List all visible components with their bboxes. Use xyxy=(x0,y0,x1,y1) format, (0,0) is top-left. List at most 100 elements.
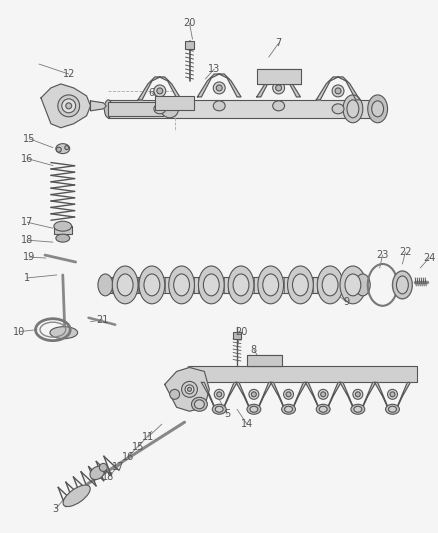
Ellipse shape xyxy=(353,389,363,399)
Polygon shape xyxy=(236,382,272,409)
FancyBboxPatch shape xyxy=(233,332,241,338)
Ellipse shape xyxy=(355,392,360,397)
Ellipse shape xyxy=(396,276,408,294)
Polygon shape xyxy=(257,74,300,97)
Ellipse shape xyxy=(276,85,282,91)
Ellipse shape xyxy=(263,274,279,296)
Text: 6: 6 xyxy=(149,88,155,98)
Polygon shape xyxy=(271,382,306,409)
Ellipse shape xyxy=(214,389,224,399)
Ellipse shape xyxy=(144,274,160,296)
Ellipse shape xyxy=(216,85,222,91)
Polygon shape xyxy=(340,382,376,409)
Ellipse shape xyxy=(355,274,370,296)
Ellipse shape xyxy=(285,406,293,412)
Ellipse shape xyxy=(50,327,78,338)
Text: 8: 8 xyxy=(251,344,257,354)
Ellipse shape xyxy=(283,389,293,399)
Ellipse shape xyxy=(185,385,194,394)
Ellipse shape xyxy=(286,392,291,397)
Ellipse shape xyxy=(351,404,365,414)
Ellipse shape xyxy=(198,266,224,304)
Ellipse shape xyxy=(98,274,113,296)
Text: 22: 22 xyxy=(399,247,412,257)
Text: 5: 5 xyxy=(224,409,230,419)
Text: 17: 17 xyxy=(21,217,33,227)
Ellipse shape xyxy=(372,101,384,117)
Ellipse shape xyxy=(174,274,190,296)
Text: 14: 14 xyxy=(241,419,253,429)
Ellipse shape xyxy=(316,404,330,414)
Polygon shape xyxy=(91,101,106,111)
Text: 23: 23 xyxy=(376,250,389,260)
Ellipse shape xyxy=(62,99,76,113)
Polygon shape xyxy=(316,77,360,100)
Ellipse shape xyxy=(112,266,138,304)
Ellipse shape xyxy=(57,147,61,152)
Polygon shape xyxy=(138,77,182,100)
Ellipse shape xyxy=(354,406,362,412)
Text: 11: 11 xyxy=(142,432,154,442)
Ellipse shape xyxy=(187,387,191,391)
FancyBboxPatch shape xyxy=(155,96,194,110)
Ellipse shape xyxy=(345,274,361,296)
Ellipse shape xyxy=(322,274,338,296)
Ellipse shape xyxy=(385,404,399,414)
Ellipse shape xyxy=(56,144,70,154)
Ellipse shape xyxy=(194,400,205,409)
Text: 13: 13 xyxy=(208,64,220,74)
Ellipse shape xyxy=(250,406,258,412)
Ellipse shape xyxy=(273,101,285,111)
Ellipse shape xyxy=(212,404,226,414)
Ellipse shape xyxy=(340,266,366,304)
FancyBboxPatch shape xyxy=(247,354,282,367)
Ellipse shape xyxy=(368,95,388,123)
FancyBboxPatch shape xyxy=(190,367,417,382)
Text: 19: 19 xyxy=(23,252,35,262)
Ellipse shape xyxy=(203,274,219,296)
Text: 17: 17 xyxy=(112,462,124,472)
Ellipse shape xyxy=(104,100,112,118)
FancyBboxPatch shape xyxy=(54,226,72,234)
Ellipse shape xyxy=(65,146,69,150)
FancyBboxPatch shape xyxy=(257,69,301,84)
Text: 9: 9 xyxy=(343,297,349,307)
Text: 16: 16 xyxy=(21,154,33,164)
Ellipse shape xyxy=(335,88,341,94)
Ellipse shape xyxy=(319,406,327,412)
Ellipse shape xyxy=(388,389,397,399)
FancyBboxPatch shape xyxy=(184,41,194,49)
Ellipse shape xyxy=(191,397,207,411)
Ellipse shape xyxy=(228,266,254,304)
Ellipse shape xyxy=(154,104,166,114)
Ellipse shape xyxy=(217,392,222,397)
Ellipse shape xyxy=(161,100,179,118)
Ellipse shape xyxy=(282,404,296,414)
Polygon shape xyxy=(305,382,341,409)
Ellipse shape xyxy=(247,404,261,414)
Text: 10: 10 xyxy=(13,327,25,337)
FancyBboxPatch shape xyxy=(108,102,163,116)
Ellipse shape xyxy=(332,85,344,97)
Ellipse shape xyxy=(56,234,70,242)
Ellipse shape xyxy=(392,271,412,299)
Text: 18: 18 xyxy=(21,235,33,245)
Ellipse shape xyxy=(154,85,166,97)
Ellipse shape xyxy=(182,382,198,397)
Ellipse shape xyxy=(249,389,259,399)
Ellipse shape xyxy=(215,406,223,412)
Ellipse shape xyxy=(233,274,249,296)
Text: 24: 24 xyxy=(423,253,435,263)
Ellipse shape xyxy=(157,88,163,94)
Ellipse shape xyxy=(321,392,326,397)
Ellipse shape xyxy=(343,95,363,123)
Text: 3: 3 xyxy=(53,504,59,514)
Polygon shape xyxy=(201,382,237,409)
Ellipse shape xyxy=(54,221,72,231)
Text: 18: 18 xyxy=(102,472,114,482)
Ellipse shape xyxy=(317,266,343,304)
Ellipse shape xyxy=(369,100,377,118)
Ellipse shape xyxy=(390,392,395,397)
Ellipse shape xyxy=(186,367,194,382)
Text: 21: 21 xyxy=(96,314,109,325)
